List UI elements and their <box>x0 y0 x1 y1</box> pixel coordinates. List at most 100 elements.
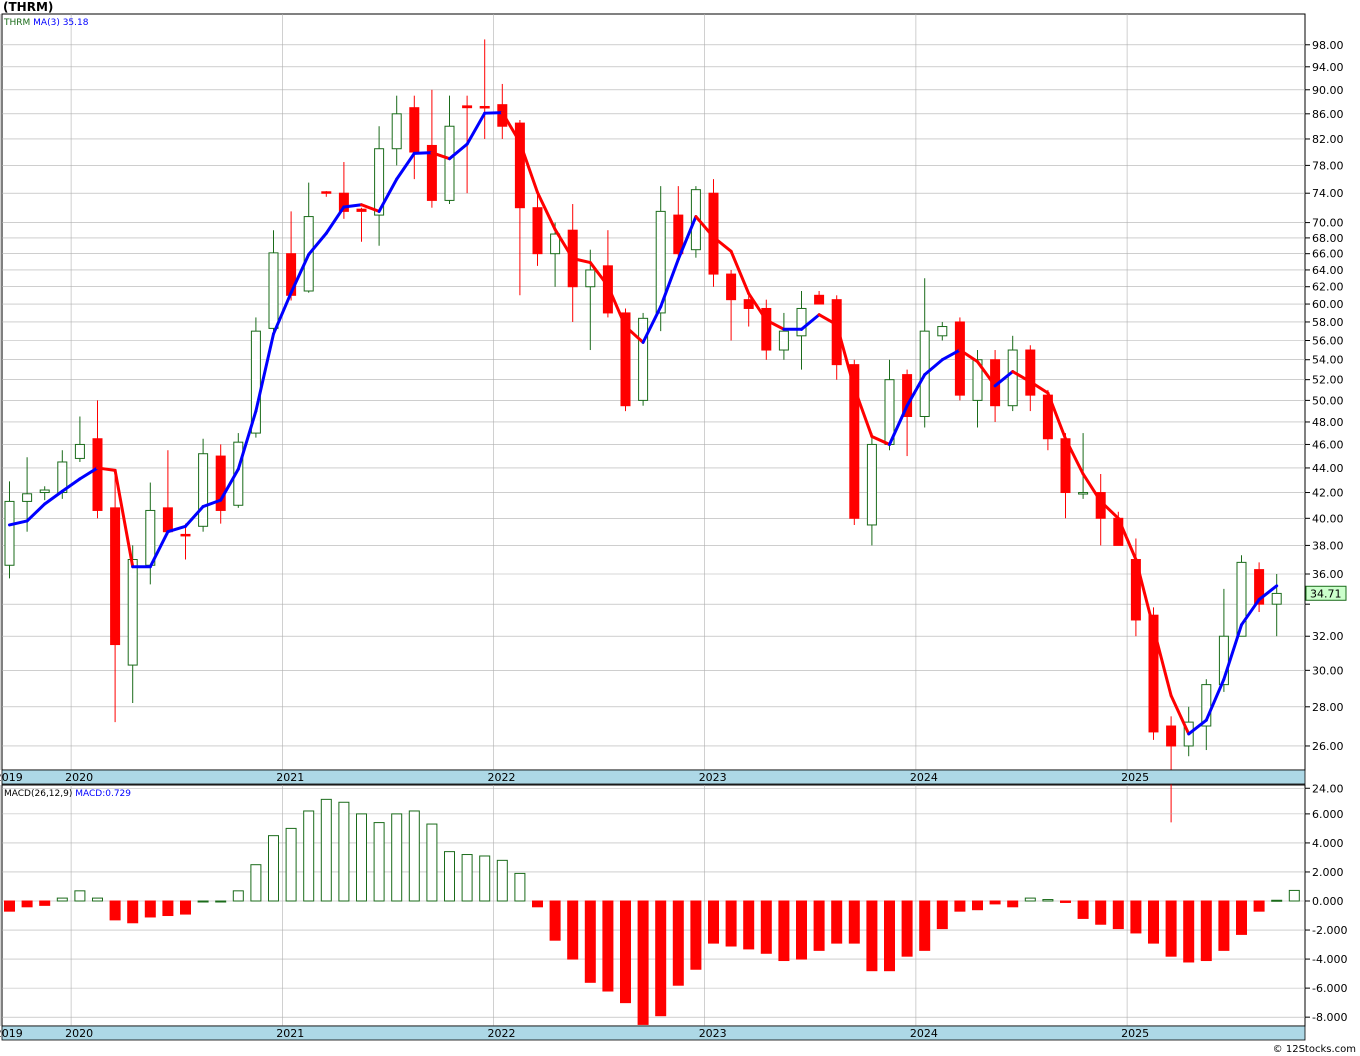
ma-segment <box>236 409 258 471</box>
candle-body <box>426 144 437 201</box>
ma-segment <box>1152 626 1173 698</box>
macd-bar <box>760 900 772 954</box>
macd-tick-label: -8.000 <box>1312 1011 1347 1024</box>
macd-bar <box>250 864 262 902</box>
candle-body <box>1236 561 1247 637</box>
ma-segment <box>976 360 997 388</box>
candle-body <box>268 252 279 329</box>
ma-segment <box>60 477 82 493</box>
ma-segment <box>817 313 839 327</box>
ma-segment <box>940 348 962 362</box>
ma-segment <box>201 498 223 509</box>
macd-bar <box>144 900 156 918</box>
macd-bar <box>743 900 755 950</box>
candle-body <box>22 493 33 502</box>
ma-segment <box>483 111 504 115</box>
price-legend: THRM MA(3) 35.18 <box>3 18 89 28</box>
ma-segment <box>676 215 698 261</box>
macd-bar <box>268 835 279 902</box>
candle-body <box>532 207 543 255</box>
ma-segment <box>184 505 205 528</box>
macd-bar <box>919 900 931 951</box>
macd-bar <box>725 900 737 947</box>
macd-bar <box>1095 900 1107 925</box>
candle-body <box>180 533 191 537</box>
macd-bar <box>232 890 244 902</box>
ma-segment <box>219 467 240 502</box>
candle-body <box>1148 614 1159 733</box>
current-price-box <box>1305 585 1347 601</box>
price-tick-label: 24.00 <box>1312 782 1344 795</box>
macd-bar <box>215 900 227 903</box>
ma-segment <box>1081 472 1103 503</box>
candle-body <box>514 122 525 209</box>
macd-bar <box>285 827 297 902</box>
price-tick-label: 46.00 <box>1312 438 1344 451</box>
candle-body <box>778 330 789 351</box>
candle-body <box>374 148 385 216</box>
year-label: 2025 <box>1121 1027 1149 1040</box>
price-tick-label: 50.00 <box>1312 394 1344 407</box>
macd-bar <box>1288 889 1300 902</box>
year-label: 2024 <box>910 1027 938 1040</box>
macd-bar <box>444 851 455 902</box>
ma-segment <box>923 358 944 377</box>
candle-body <box>233 441 244 506</box>
macd-tick-label: 6.000 <box>1312 808 1344 821</box>
candle-body <box>145 509 156 566</box>
ma-segment <box>148 530 170 569</box>
macd-bar <box>56 897 68 902</box>
candle-body <box>462 105 473 109</box>
ma-segment <box>1046 391 1067 441</box>
candle-body <box>162 507 173 533</box>
ma-segment <box>764 318 786 331</box>
candle-body <box>338 192 349 212</box>
year-label: 2021 <box>276 1027 304 1040</box>
candle-body <box>743 299 754 309</box>
macd-bar <box>1024 897 1036 902</box>
macd-bar <box>1130 900 1142 934</box>
macd-bar <box>496 859 508 902</box>
candle-body <box>1078 492 1089 495</box>
ma-segment <box>694 215 715 239</box>
candle-body <box>1254 569 1265 605</box>
candle-body <box>1025 349 1036 396</box>
ma-segment <box>166 524 187 534</box>
ma-segment <box>78 466 99 481</box>
price-tick-label: 26.00 <box>1312 740 1344 753</box>
ma-segment <box>448 142 469 161</box>
macd-bar <box>461 854 473 902</box>
macd-bar <box>954 900 966 912</box>
macd-bar <box>848 900 860 944</box>
candle-body <box>954 321 965 396</box>
macd-bar <box>338 801 350 902</box>
macd-bar <box>127 900 139 924</box>
macd-bar <box>567 900 579 960</box>
ma-segment <box>588 261 610 288</box>
candle-body <box>761 307 772 351</box>
ma-segment <box>1011 370 1032 384</box>
macd-bar <box>549 900 561 941</box>
candle-body <box>127 559 138 666</box>
macd-tick-label: 2.000 <box>1312 866 1344 879</box>
price-tick-label: 44.00 <box>1312 462 1344 475</box>
candle-body <box>444 125 455 201</box>
macd-bar <box>1253 900 1265 912</box>
macd-bar <box>690 900 702 970</box>
ma-segment <box>518 140 539 195</box>
macd-bar <box>620 900 631 1004</box>
macd-bar <box>584 900 596 983</box>
price-tick-label: 28.00 <box>1312 701 1344 714</box>
year-label: 2023 <box>699 771 727 784</box>
macd-bar <box>602 900 614 992</box>
macd-bar <box>637 900 649 1025</box>
ma-segment <box>96 466 117 472</box>
candle-body <box>972 359 983 401</box>
ma-segment <box>624 325 645 344</box>
macd-bar <box>936 900 948 930</box>
ma-segment <box>307 231 328 256</box>
ma-segment <box>905 373 927 408</box>
ma-segment <box>342 203 363 209</box>
year-label: 2019 <box>0 771 23 784</box>
